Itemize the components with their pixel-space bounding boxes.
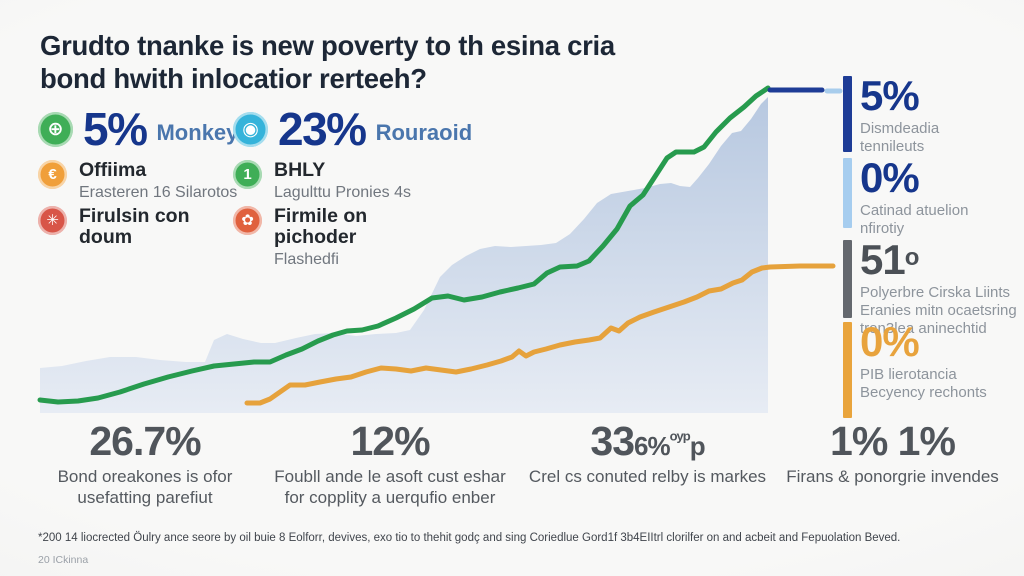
right-stat-text: 5% Dismdeadia tennileuts [860, 72, 940, 156]
right-stat-text: 0% PIB lierotancia Becyency rechonts [860, 318, 987, 418]
stat-caption: Dismdeadia tennileuts [860, 119, 940, 156]
stat-value: 5% [83, 103, 148, 155]
stat-accent-bar [843, 322, 852, 418]
stat-row-text: BHLY Lagulttu Pronies 4s [274, 159, 411, 203]
right-stat-2: 0% Catinad atuelion nfirotiy [843, 154, 1023, 238]
stat-row: ✿ Firmile on pichoder Flashedfi [233, 204, 438, 270]
stat-caption: Foubll ande le asoft cust eshar for copp… [274, 467, 506, 508]
stat-caption: Crel cs conuted relby is markes [528, 467, 767, 487]
right-stat-4: 0% PIB lierotancia Becyency rechonts [843, 318, 1023, 418]
footnote-secondary: 20 ICkinna [38, 554, 89, 566]
stat-block-1: ⊕ 5% Monkey € Offiima Erasteren 16 Silar… [38, 106, 243, 251]
stat-value: 1% 1% [830, 418, 956, 464]
stat-accent-bar [843, 240, 852, 318]
stat-caption: Polyerbre Cirska Liints Eranies mitn oca… [860, 283, 1017, 338]
coin-icon: € [38, 160, 67, 189]
stat-hero: ◉ 23% Rouraoid [233, 103, 472, 155]
stat-value: 336%oypp [515, 418, 780, 464]
stat-row: € Offiima Erasteren 16 Silarotos [38, 159, 243, 203]
right-stat-1: 5% Dismdeadia tennileuts [843, 72, 1023, 156]
stat-row-text: Offiima Erasteren 16 Silarotos [79, 159, 238, 203]
stat-row-sub: Lagulttu Pronies 4s [274, 184, 411, 202]
stat-row-title: Offiima [79, 159, 147, 181]
stat-accent-bar [843, 76, 852, 152]
stat-value-main: 51 [860, 236, 906, 283]
stat-row: 1 BHLY Lagulttu Pronies 4s [233, 159, 438, 203]
stat-accent-bar [843, 158, 852, 228]
stat-row-text: Firulsin con doum [79, 204, 243, 248]
stat-value: 12% [350, 418, 430, 464]
globe-icon: ⊕ [38, 111, 73, 147]
eye-icon: ◉ [233, 111, 268, 147]
right-stat-text: 51o Polyerbre Cirska Liints Eranies mitn… [860, 239, 1017, 339]
page-title: Grudto tnanke is new poverty to th esina… [40, 30, 615, 94]
stat-value-tail: p [689, 431, 706, 461]
stat-value-suffix: o [904, 244, 920, 271]
stat-caption: Bond oreakones is ofor usefatting parefi… [57, 467, 233, 508]
stat-row: ✳ Firulsin con doum [38, 204, 243, 248]
stat-caption: Firans & ponorgrie invendes [786, 467, 999, 487]
stat-value: 0% [860, 318, 920, 365]
stat-value: 26.7% [89, 418, 201, 464]
bottom-stat-2: 12% Foubll ande le asoft cust eshar for … [265, 418, 515, 509]
stat-caption: PIB lierotancia Becyency rechonts [860, 365, 987, 402]
bottom-stat-3: 336%oypp Crel cs conuted relby is markes [515, 418, 780, 487]
right-stat-3: 51o Polyerbre Cirska Liints Eranies mitn… [843, 239, 1023, 339]
stat-value: 5% [860, 72, 920, 119]
stat-value-mid: 6% [634, 431, 671, 461]
stat-value: 23% [278, 103, 367, 155]
stat-label: Rouraoid [375, 120, 473, 145]
bottom-stat-1: 26.7% Bond oreakones is ofor usefatting … [20, 418, 270, 509]
stat-label: Monkey [156, 120, 239, 145]
stat-row-text: Firmile on pichoder Flashedfi [274, 204, 438, 270]
orange-line [244, 263, 836, 406]
stat-row-sub: Erasteren 16 Silarotos [79, 184, 238, 202]
stat-row-sub: Flashedfi [274, 250, 339, 268]
one-badge-icon: 1 [233, 160, 262, 189]
stat-row-title: BHLY [274, 159, 326, 181]
stat-row-title: Firmile on pichoder [274, 204, 368, 248]
stat-hero: ⊕ 5% Monkey [38, 106, 243, 152]
stat-block-2: ◉ 23% Rouraoid 1 BHLY Lagulttu Pronies 4… [233, 103, 472, 272]
green-line [37, 85, 771, 405]
stat-row-title: Firulsin con doum [79, 204, 190, 248]
stat-caption: Catinad atuelion nfirotiy [860, 201, 969, 238]
stat-value: 51o [860, 239, 1017, 281]
area-mountain [40, 97, 768, 413]
stat-value-main: 33 [590, 418, 635, 464]
stat-value: 0% [860, 154, 920, 201]
flower-icon: ✿ [233, 205, 262, 235]
rosette-icon: ✳ [38, 205, 67, 235]
stat-value-sup: oyp [669, 428, 691, 444]
right-stat-text: 0% Catinad atuelion nfirotiy [860, 154, 969, 238]
bottom-stat-4: 1% 1% Firans & ponorgrie invendes [770, 418, 1015, 487]
footnote: *200 14 liocrected Öulry ance seore by o… [38, 532, 901, 544]
